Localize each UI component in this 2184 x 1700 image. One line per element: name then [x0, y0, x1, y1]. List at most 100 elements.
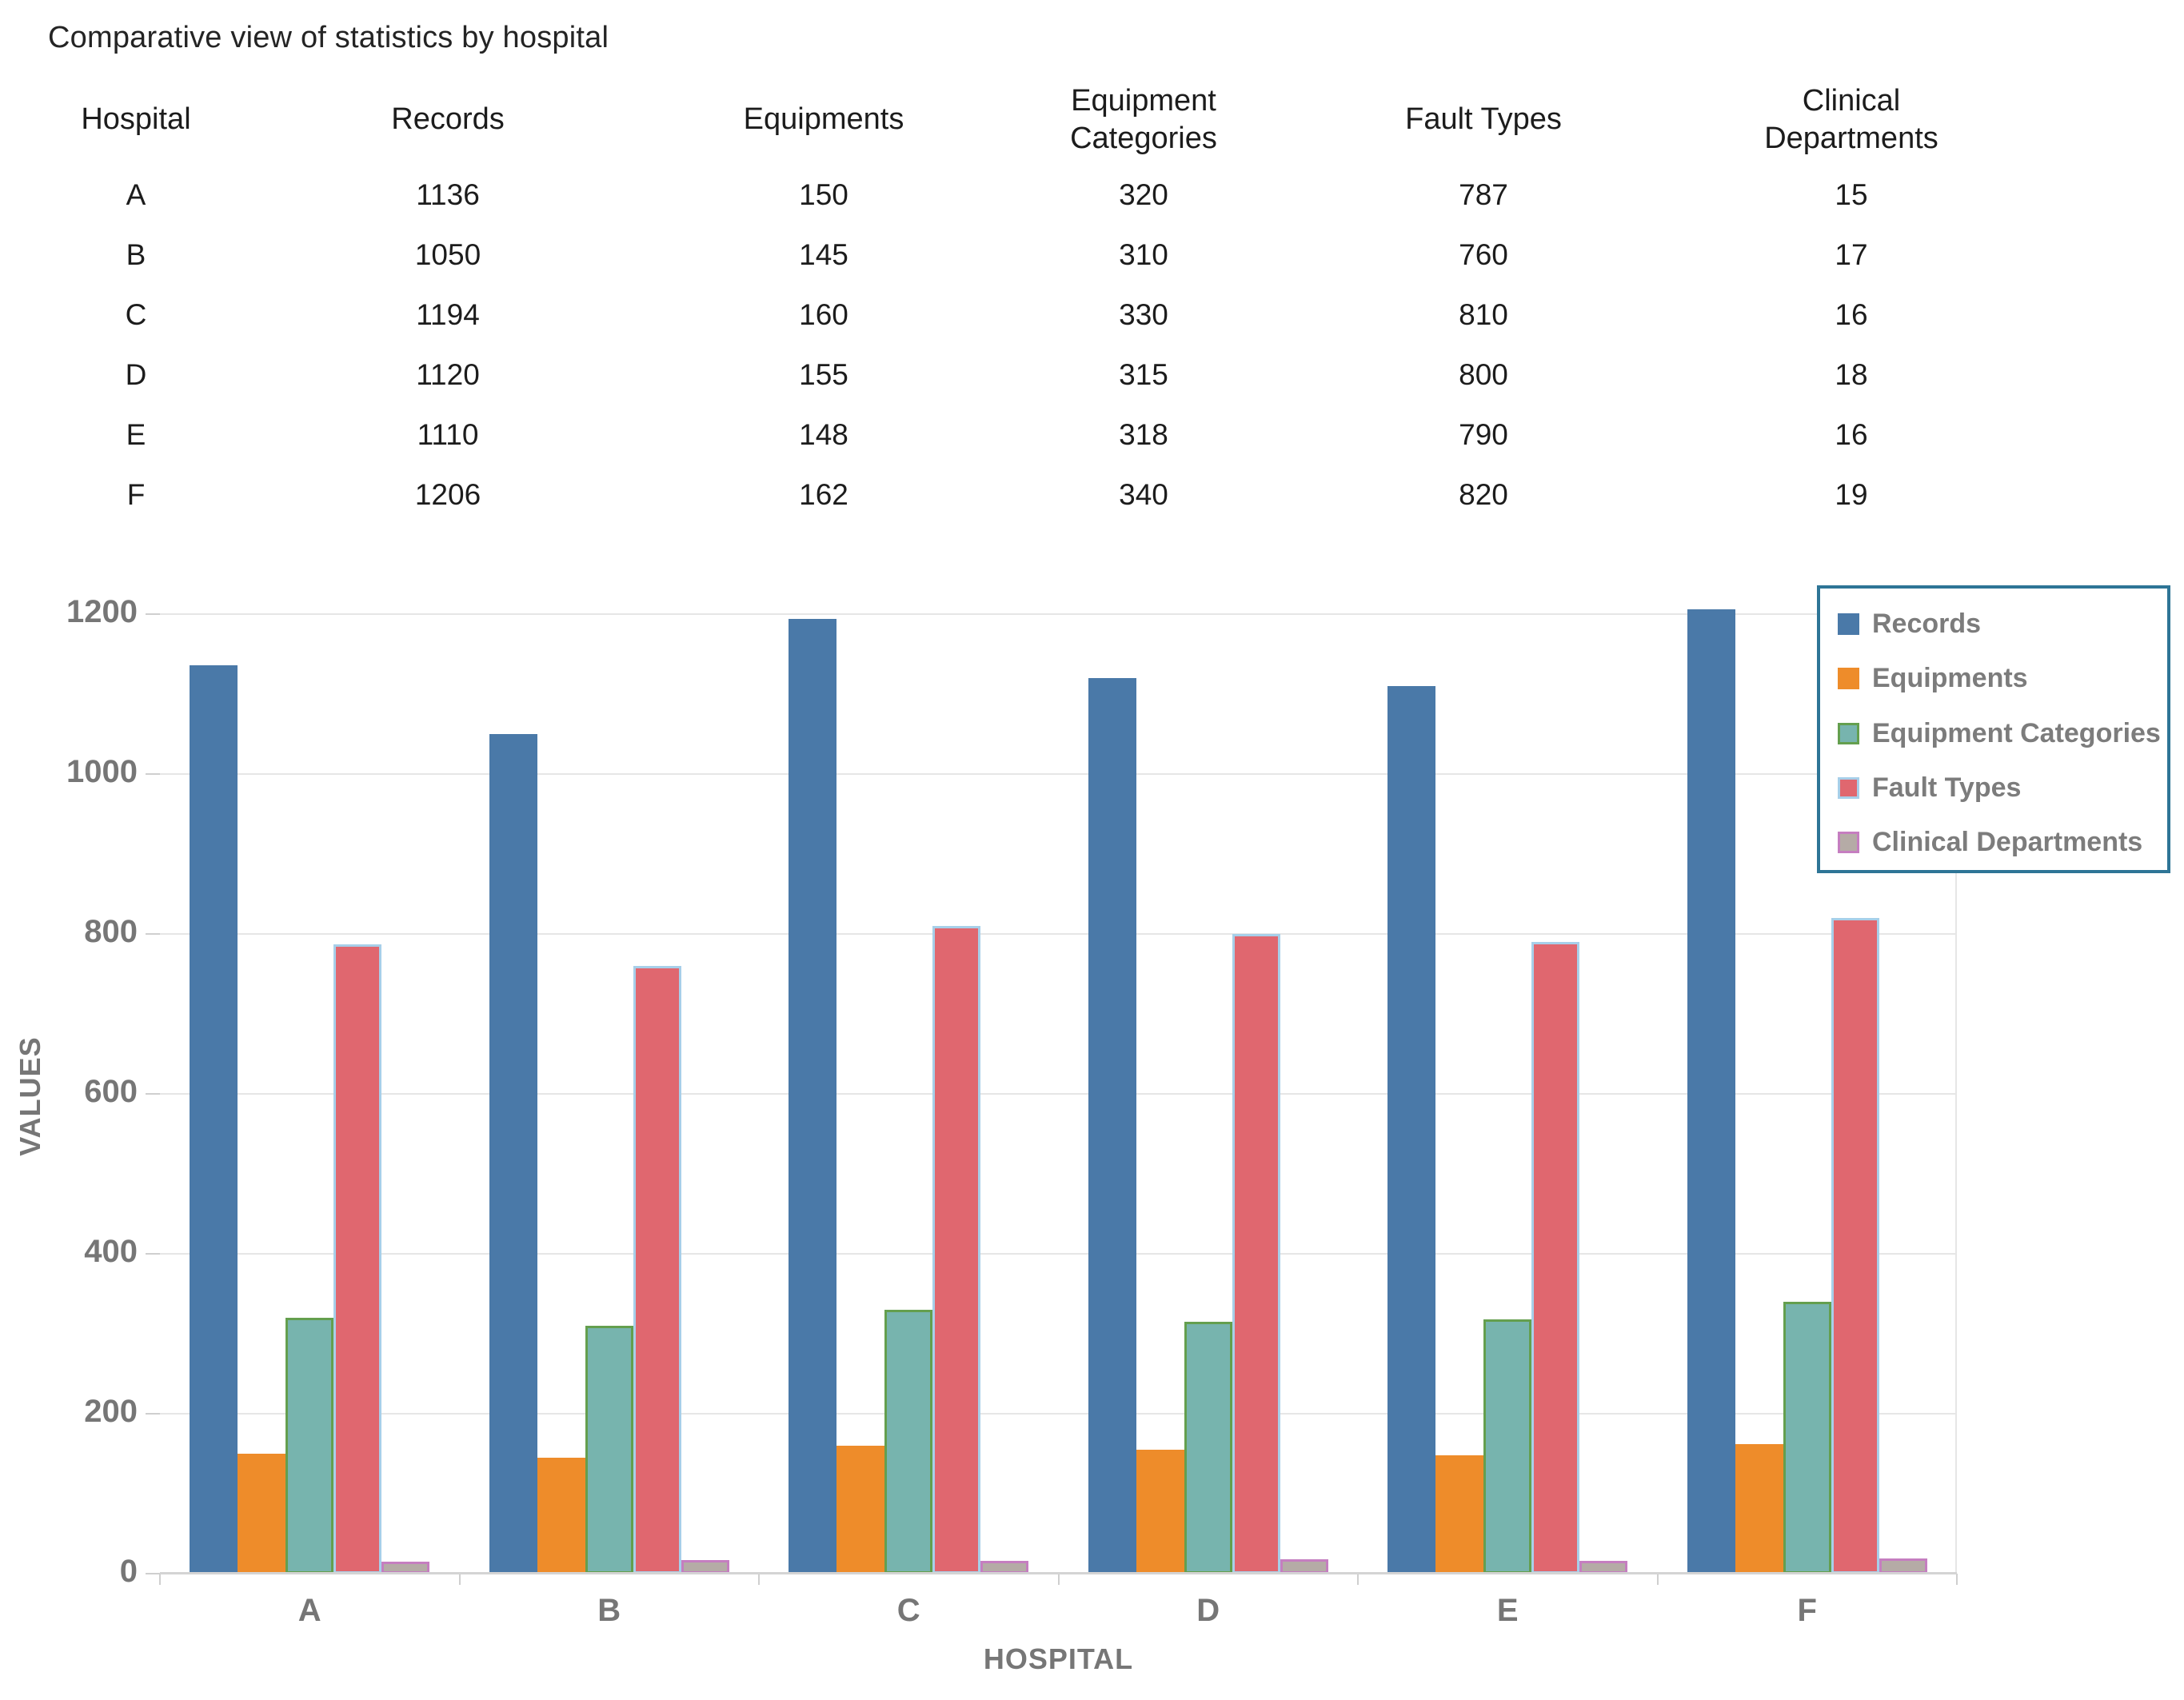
table-cell: 162 [799, 477, 848, 511]
table-cell: 1050 [414, 237, 481, 271]
bar-equipment-categories-D[interactable] [1184, 1322, 1232, 1574]
gridline-200 [160, 1413, 1957, 1415]
bar-fault-types-D[interactable] [1232, 934, 1280, 1574]
bar-group-B [460, 614, 760, 1574]
gridline-800 [160, 933, 1957, 935]
legend-item-records[interactable]: Records [1838, 597, 2167, 651]
legend-item-clinical-departments[interactable]: Clinical Departments [1838, 816, 2167, 870]
bar-records-F[interactable] [1687, 609, 1735, 1574]
bar-equipments-F[interactable] [1735, 1444, 1783, 1574]
y-axis-tick [146, 613, 160, 615]
legend-item-label: Records [1872, 608, 1982, 639]
table-cell: 318 [1119, 417, 1168, 451]
y-tick-label-800: 800 [84, 914, 138, 949]
table-cell: 16 [1835, 417, 1868, 451]
table-row-hospital-label: D [125, 357, 147, 391]
bar-fault-types-B[interactable] [633, 966, 681, 1574]
x-axis-category-labels: A B C D E F [160, 1593, 1957, 1629]
bar-group-A [160, 614, 460, 1574]
table-cell: 310 [1119, 237, 1168, 271]
statistics-table: Hospital Records Equipments Equipment Categ… [48, 75, 2047, 525]
y-axis-tick [146, 1413, 160, 1415]
bar-equipments-C[interactable] [836, 1446, 885, 1574]
bar-records-D[interactable] [1088, 678, 1136, 1574]
bar-group-D [1059, 614, 1359, 1574]
table-header-label: Fault Types [1405, 102, 1562, 137]
bar-equipment-categories-E[interactable] [1483, 1319, 1532, 1574]
bar-groups [160, 609, 1957, 1574]
category-label-B: B [597, 1593, 621, 1628]
legend-item-equipment-categories[interactable]: Equipment Categories [1838, 706, 2167, 760]
legend-item-label: Fault Types [1872, 772, 2022, 803]
x-axis-baseline [160, 1572, 1957, 1574]
gridline-1000 [160, 773, 1957, 775]
table-cell: 160 [799, 297, 848, 331]
table-row-hospital-label: F [126, 477, 146, 511]
bar-equipment-categories-A[interactable] [285, 1318, 334, 1574]
table-cell: 790 [1459, 417, 1508, 451]
table-cell: 330 [1119, 297, 1168, 331]
bar-equipments-A[interactable] [238, 1454, 286, 1574]
bar-records-B[interactable] [489, 734, 537, 1574]
legend-swatch-icon [1838, 722, 1859, 744]
table-cell: 148 [799, 417, 848, 451]
bar-equipments-B[interactable] [537, 1458, 585, 1574]
page-title: Comparative view of statistics by hospit… [48, 21, 609, 54]
legend-swatch-icon [1838, 613, 1859, 635]
bar-equipments-D[interactable] [1136, 1450, 1184, 1574]
table-cell: 19 [1835, 477, 1868, 511]
table-header-fault-types: Fault Types [1312, 75, 1655, 165]
bar-group-E [1358, 614, 1658, 1574]
bar-equipment-categories-C[interactable] [884, 1310, 933, 1574]
category-label-C: C [896, 1593, 920, 1628]
table-row-hospital-label: B [126, 237, 146, 271]
table-header-label: Hospital [81, 102, 191, 137]
bar-fault-types-C[interactable] [932, 926, 981, 1574]
bar-equipment-categories-F[interactable] [1783, 1302, 1831, 1574]
table-cell: 787 [1459, 178, 1508, 211]
gridline-400 [160, 1253, 1957, 1255]
bar-chart-plot-area [146, 609, 1958, 1585]
bar-records-C[interactable] [789, 619, 837, 1574]
table-row-hospital-label: C [125, 297, 147, 331]
bar-fault-types-E[interactable] [1531, 942, 1580, 1574]
table-row-hospital-label: A [126, 178, 146, 211]
table-cell: 810 [1459, 297, 1508, 331]
x-axis-boundary-tick [758, 1574, 760, 1585]
category-label-D: D [1196, 1593, 1220, 1628]
table-header-hospital: Hospital [48, 75, 224, 165]
bar-equipment-categories-B[interactable] [585, 1326, 633, 1574]
x-axis-boundary-tick [1956, 1574, 1958, 1585]
bar-fault-types-A[interactable] [333, 944, 382, 1574]
table-cell: 1110 [417, 417, 479, 451]
y-axis-tick [146, 1253, 160, 1255]
table-header-label: Equipments [743, 102, 904, 137]
bar-equipments-E[interactable] [1435, 1455, 1484, 1574]
legend-swatch-icon [1838, 776, 1859, 799]
table-cell: 1194 [416, 297, 480, 331]
x-axis-boundary-tick [1057, 1574, 1060, 1585]
table-cell: 150 [799, 178, 848, 211]
category-label-F: F [1797, 1593, 1817, 1628]
bar-records-A[interactable] [190, 665, 238, 1574]
bar-fault-types-F[interactable] [1831, 918, 1879, 1574]
table-header-equipments: Equipments [672, 75, 976, 165]
category-label-A: A [297, 1593, 321, 1628]
gridline-1200 [160, 613, 1957, 615]
y-axis-tick [146, 773, 160, 775]
y-tick-label-1000: 1000 [66, 754, 138, 789]
category-label-E: E [1496, 1593, 1519, 1628]
x-axis-boundary-tick [159, 1574, 161, 1585]
legend-swatch-icon [1838, 832, 1859, 854]
legend-item-label: Equipment Categories [1872, 717, 2161, 748]
legend-item-fault-types[interactable]: Fault Types [1838, 760, 2167, 815]
x-axis-boundary-tick [1357, 1574, 1359, 1585]
gridline-600 [160, 1093, 1957, 1095]
y-tick-label-1200: 1200 [66, 594, 138, 629]
x-axis-title: HOSPITAL [983, 1642, 1134, 1675]
table-cell: 18 [1835, 357, 1868, 391]
legend-item-equipments[interactable]: Equipments [1838, 651, 2167, 705]
bar-records-E[interactable] [1387, 686, 1436, 1574]
x-axis-boundary-tick [458, 1574, 461, 1585]
table-header-clinical-departments: Clinical Departments [1655, 75, 2047, 165]
